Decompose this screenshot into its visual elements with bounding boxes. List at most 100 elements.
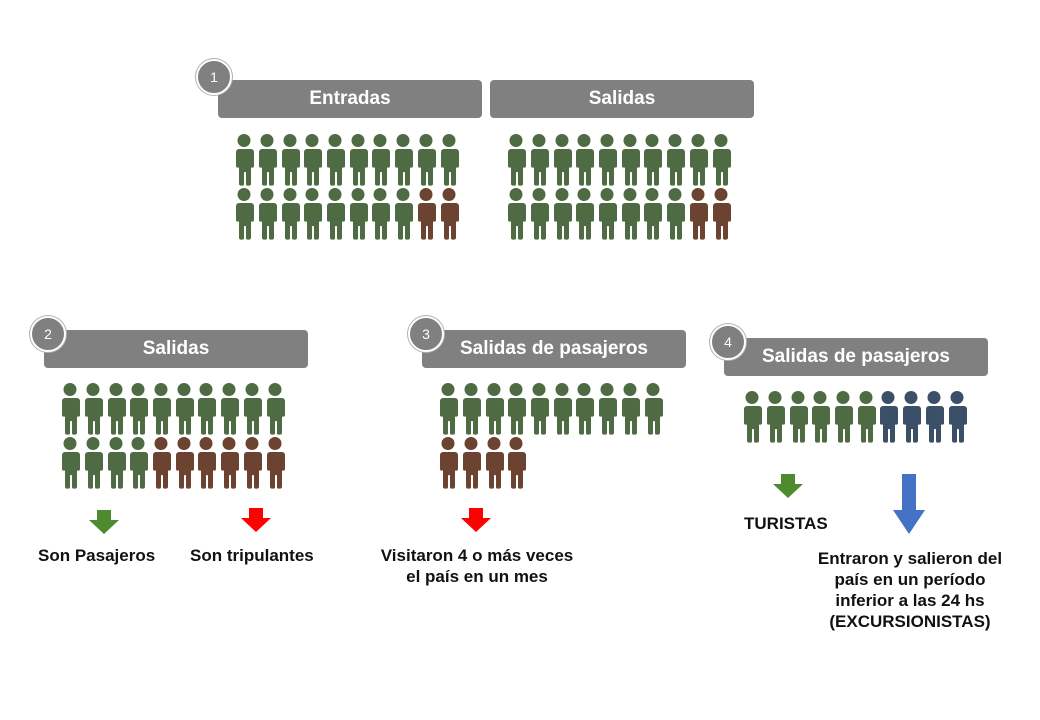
passenger-person-icon <box>127 437 150 489</box>
panel-1-salidas-people <box>505 134 732 242</box>
turistas-label: TURISTAS <box>744 514 828 533</box>
passenger-person-icon <box>786 391 809 443</box>
passenger-person-icon <box>437 134 460 186</box>
crew-person-icon <box>709 188 732 240</box>
passenger-person-icon <box>392 134 415 186</box>
passenger-person-icon <box>172 383 195 435</box>
excursionistas-label: Entraron y salieron del país en un perío… <box>800 548 1020 632</box>
excursionist-person-icon <box>900 391 923 443</box>
passenger-person-icon <box>505 134 528 186</box>
crew-person-icon <box>437 437 460 489</box>
excursionistas-line-2: país en un período <box>834 570 986 589</box>
green-down-arrow-icon <box>89 510 119 534</box>
passenger-person-icon <box>550 188 573 240</box>
people-row <box>233 188 460 242</box>
passenger-person-icon <box>505 383 528 435</box>
passenger-person-icon <box>301 134 324 186</box>
passenger-person-icon <box>104 383 127 435</box>
people-row <box>437 437 664 491</box>
crew-person-icon <box>218 437 241 489</box>
passenger-person-icon <box>528 383 551 435</box>
passenger-person-icon <box>664 134 687 186</box>
passenger-person-icon <box>618 134 641 186</box>
passenger-person-icon <box>104 437 127 489</box>
crew-person-icon <box>415 188 438 240</box>
passenger-person-icon <box>218 383 241 435</box>
passenger-person-icon <box>741 391 764 443</box>
passenger-person-icon <box>664 188 687 240</box>
panel-3-number-badge: 3 <box>408 316 444 352</box>
passenger-person-icon <box>263 383 286 435</box>
panel-2-number-badge: 2 <box>30 316 66 352</box>
passenger-person-icon <box>687 134 710 186</box>
crew-person-icon <box>263 437 286 489</box>
visitaron-line-1: Visitaron 4 o más veces <box>380 546 574 565</box>
passenger-person-icon <box>832 391 855 443</box>
panel-4-people <box>741 391 968 445</box>
green-down-arrow-icon <box>773 474 803 498</box>
passenger-person-icon <box>82 437 105 489</box>
people-row <box>59 437 286 491</box>
passenger-person-icon <box>528 134 551 186</box>
crew-person-icon <box>460 437 483 489</box>
crew-person-icon <box>172 437 195 489</box>
passenger-person-icon <box>709 134 732 186</box>
passenger-person-icon <box>573 134 596 186</box>
people-row <box>505 134 732 188</box>
passenger-person-icon <box>278 134 301 186</box>
passenger-person-icon <box>369 134 392 186</box>
son-tripulantes-label: Son tripulantes <box>190 546 314 565</box>
passenger-person-icon <box>150 383 173 435</box>
visitaron-line-2: el país en un mes <box>406 567 548 586</box>
passenger-person-icon <box>641 188 664 240</box>
passenger-person-icon <box>392 188 415 240</box>
passenger-person-icon <box>59 437 82 489</box>
passenger-person-icon <box>573 188 596 240</box>
passenger-person-icon <box>195 383 218 435</box>
excursionistas-line-4: (EXCURSIONISTAS) <box>829 612 991 631</box>
passenger-person-icon <box>505 188 528 240</box>
passenger-person-icon <box>641 134 664 186</box>
passenger-person-icon <box>528 188 551 240</box>
excursionist-person-icon <box>877 391 900 443</box>
passenger-person-icon <box>854 391 877 443</box>
passenger-person-icon <box>127 383 150 435</box>
passenger-person-icon <box>369 188 392 240</box>
passenger-person-icon <box>256 188 279 240</box>
passenger-person-icon <box>346 134 369 186</box>
passenger-person-icon <box>241 383 264 435</box>
passenger-person-icon <box>596 134 619 186</box>
passenger-person-icon <box>809 391 832 443</box>
people-row <box>59 383 286 437</box>
son-pasajeros-label: Son Pasajeros <box>38 546 156 565</box>
panel-2-people <box>59 383 286 491</box>
passenger-person-icon <box>641 383 664 435</box>
passenger-person-icon <box>59 383 82 435</box>
passenger-person-icon <box>324 134 347 186</box>
people-row <box>437 383 664 437</box>
passenger-person-icon <box>256 134 279 186</box>
people-row <box>741 391 968 445</box>
passenger-person-icon <box>233 188 256 240</box>
panel-3-people <box>437 383 664 491</box>
crew-person-icon <box>150 437 173 489</box>
passenger-person-icon <box>573 383 596 435</box>
passenger-person-icon <box>460 383 483 435</box>
excursionist-person-icon <box>923 391 946 443</box>
blue-down-arrow-icon <box>893 474 925 534</box>
panel-1-salidas-header: Salidas <box>490 80 754 118</box>
crew-person-icon <box>505 437 528 489</box>
passenger-person-icon <box>619 383 642 435</box>
panel-1-number-badge: 1 <box>196 59 232 95</box>
passenger-person-icon <box>233 134 256 186</box>
excursionistas-line-3: inferior a las 24 hs <box>835 591 985 610</box>
passenger-person-icon <box>618 188 641 240</box>
visitaron-label: Visitaron 4 o más veces el país en un me… <box>362 545 592 587</box>
passenger-person-icon <box>764 391 787 443</box>
crew-person-icon <box>687 188 710 240</box>
passenger-person-icon <box>437 383 460 435</box>
excursionist-person-icon <box>945 391 968 443</box>
crew-person-icon <box>482 437 505 489</box>
passenger-person-icon <box>346 188 369 240</box>
crew-person-icon <box>437 188 460 240</box>
